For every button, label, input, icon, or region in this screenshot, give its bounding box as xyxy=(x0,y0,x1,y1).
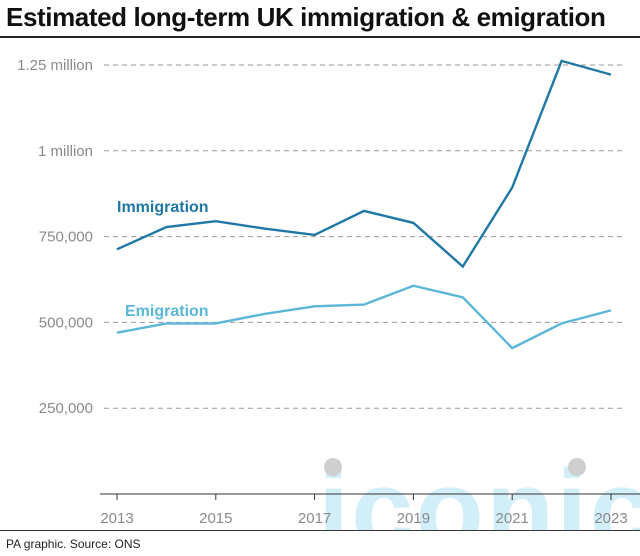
footer-divider xyxy=(0,530,640,531)
gridlines xyxy=(104,64,625,409)
immigration-series-label: Immigration xyxy=(117,199,209,216)
x-axis-ticks: 2013 2015 2017 2019 2021 2023 xyxy=(100,494,628,527)
watermark: iconic xyxy=(318,447,640,530)
x-tick-label: 2015 xyxy=(199,510,232,527)
y-axis-ticks: 250,000 500,000 750,000 1 million 1.25 milli… xyxy=(17,57,93,417)
chart-title: Estimated long-term UK immigration & emi… xyxy=(6,2,606,32)
watermark-dot-right xyxy=(568,458,586,476)
emigration-series-label: Emigration xyxy=(125,303,209,320)
x-tick-label: 2017 xyxy=(298,510,331,527)
y-tick-label: 1 million xyxy=(38,143,93,160)
watermark-dot-left xyxy=(324,458,342,476)
watermark-text: iconic xyxy=(318,447,640,530)
line-chart: iconic 250,000 500,000 750,000 1 million 1.2… xyxy=(17,57,640,530)
emigration-line xyxy=(116,284,612,350)
x-tick-label: 2023 xyxy=(594,510,627,527)
immigration-line xyxy=(116,59,612,269)
x-tick-label: 2021 xyxy=(496,510,529,527)
source-note: PA graphic. Source: ONS xyxy=(6,537,141,551)
title-divider xyxy=(0,36,640,38)
x-tick-label: 2013 xyxy=(100,510,133,527)
y-tick-label: 750,000 xyxy=(39,229,93,246)
series-lines xyxy=(116,59,612,350)
y-tick-label: 500,000 xyxy=(39,314,93,331)
y-tick-label: 1.25 million xyxy=(17,57,93,74)
x-tick-label: 2019 xyxy=(397,510,430,527)
y-tick-label: 250,000 xyxy=(39,400,93,417)
